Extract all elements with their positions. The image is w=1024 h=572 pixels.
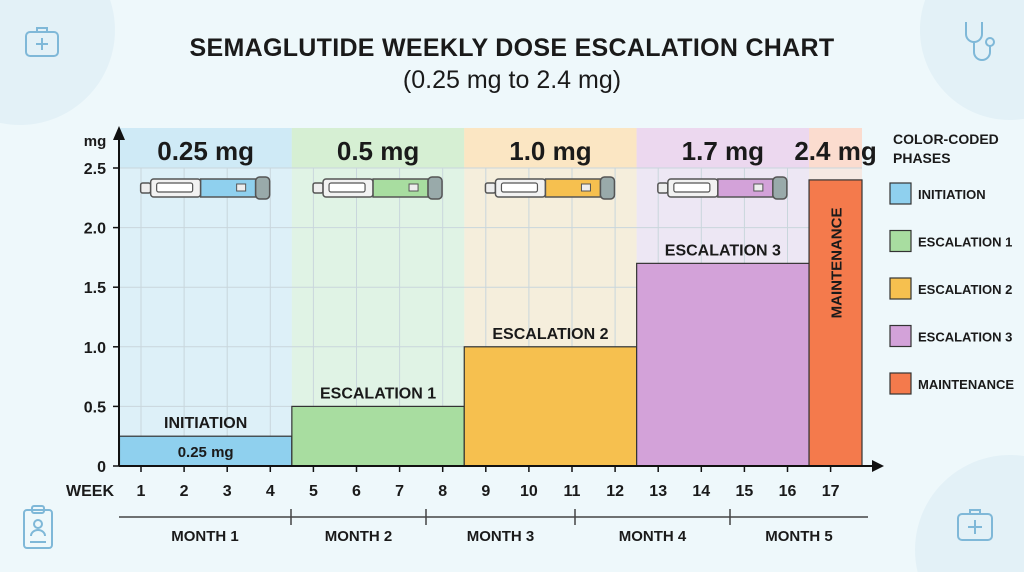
phase-name-label: ESCALATION 3 [665, 242, 781, 259]
pen-icon [772, 176, 788, 200]
y-tick-label: 2.0 [84, 221, 106, 238]
week-tick-label: 15 [736, 483, 754, 500]
week-tick-label: 2 [180, 483, 189, 500]
phase-name-label: ESCALATION 2 [492, 326, 608, 343]
month-label: MONTH 2 [325, 528, 393, 545]
month-label: MONTH 4 [619, 528, 687, 545]
phase-name-label: ESCALATION 1 [320, 385, 436, 402]
legend-entry: ESCALATION 1 [918, 235, 1012, 250]
bar-value-label: 0.25 mg [178, 444, 234, 461]
pen-icon [599, 176, 616, 200]
pen-icon [312, 182, 324, 194]
phase-header [636, 128, 810, 168]
month-label: MONTH 1 [171, 528, 239, 545]
legend-swatch [889, 277, 912, 300]
phase-dose-label: 2.4 mg [794, 136, 876, 166]
y-tick-label: 2.5 [84, 161, 106, 178]
pen-icon [657, 182, 669, 194]
week-tick-label: 1 [137, 483, 146, 500]
pen-icon [484, 182, 497, 194]
dose-bar [463, 346, 638, 467]
legend-swatch [889, 324, 912, 348]
medical-kit-icon [25, 27, 59, 57]
week-tick-label: 14 [692, 483, 710, 500]
pen-icon [500, 182, 539, 193]
week-tick-label: 9 [481, 483, 490, 500]
pen-icon [544, 178, 602, 198]
y-axis-label: mg [84, 133, 107, 150]
pen-icon [156, 182, 194, 193]
week-tick-label: 13 [649, 483, 667, 500]
y-tick-label: 1.0 [84, 340, 106, 357]
legend-swatch [889, 229, 912, 253]
phase-dose-label: 1.0 mg [509, 136, 591, 166]
week-tick-label: 12 [606, 483, 624, 500]
legend-title: PHASES [893, 150, 951, 166]
month-label: MONTH 3 [467, 528, 535, 545]
week-tick-label: 8 [438, 483, 447, 500]
week-tick-label: 16 [779, 483, 797, 500]
week-tick-label: 10 [520, 483, 538, 500]
pen-icon [328, 182, 366, 193]
y-tick-label: 0.5 [84, 399, 106, 416]
phase-header [119, 128, 292, 168]
legend-title: COLOR-CODED [893, 131, 999, 147]
phase-name-label: MAINTENANCE [829, 208, 846, 319]
legend-entry: ESCALATION 3 [918, 330, 1012, 345]
y-axis-arrow [113, 126, 125, 140]
decor-blob [919, 0, 1024, 121]
legend-swatch [889, 182, 912, 205]
week-tick-label: 7 [395, 483, 404, 500]
y-tick-label: 0 [97, 459, 106, 476]
phase-dose-label: 0.25 mg [157, 136, 254, 166]
pen-icon [236, 183, 247, 192]
x-axis-arrow [872, 460, 884, 472]
week-tick-label: 17 [822, 483, 840, 500]
legend-entry: ESCALATION 2 [918, 282, 1012, 297]
pen-icon [199, 178, 257, 198]
pen-icon [717, 178, 774, 198]
pen-icon [673, 182, 711, 193]
dose-bar [291, 405, 465, 467]
y-tick-label: 1.5 [84, 280, 106, 297]
pen-icon [753, 183, 764, 192]
pen-icon [427, 176, 443, 200]
week-tick-label: 6 [352, 483, 361, 500]
clipboard-icon [23, 505, 53, 549]
pen-icon [254, 176, 271, 200]
pen-icon [580, 183, 591, 192]
x-axis-label: WEEK [66, 483, 114, 500]
chart-subtitle: (0.25 mg to 2.4 mg) [402, 66, 622, 94]
phase-header [291, 128, 465, 168]
week-tick-label: 3 [223, 483, 232, 500]
legend-entry: MAINTENANCE [918, 377, 1014, 392]
decor-blob [0, 0, 115, 126]
phase-dose-label: 1.7 mg [682, 136, 764, 166]
pen-icon [372, 178, 429, 198]
phase-name-label: INITIATION [164, 415, 247, 432]
month-label: MONTH 5 [765, 528, 833, 545]
legend-entry: INITIATION [918, 187, 986, 202]
pen-icon [408, 183, 419, 192]
phase-dose-label: 0.5 mg [337, 136, 419, 166]
phase-header [464, 128, 637, 168]
medical-kit-icon [957, 509, 993, 541]
legend-swatch [889, 372, 912, 395]
dose-bar [636, 262, 810, 467]
chart-title: SEMAGLUTIDE WEEKLY DOSE ESCALATION CHART [189, 34, 835, 62]
week-tick-label: 11 [564, 483, 581, 500]
phase-header [809, 128, 862, 168]
pen-icon [139, 182, 152, 194]
week-tick-label: 4 [266, 483, 275, 500]
stethoscope-icon [965, 22, 995, 61]
dose-bar [118, 435, 293, 467]
week-tick-label: 5 [309, 483, 318, 500]
